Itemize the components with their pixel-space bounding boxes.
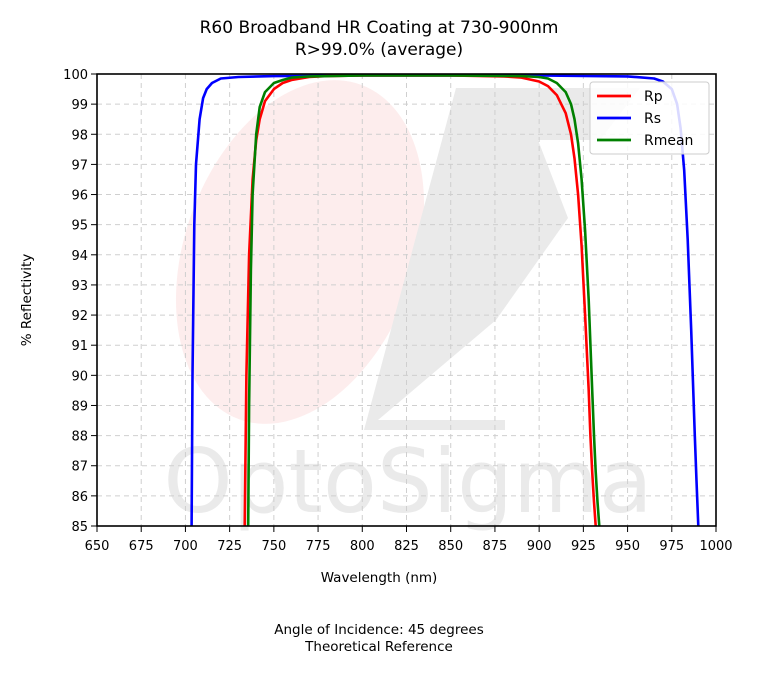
- x-tick-label: 775: [306, 539, 331, 554]
- footer-reference-note: Theoretical Reference: [305, 639, 453, 655]
- y-tick-label: 92: [71, 309, 88, 324]
- y-tick-label: 87: [71, 460, 88, 475]
- x-tick-label: 650: [85, 539, 110, 554]
- x-tick-label: 825: [394, 539, 419, 554]
- x-tick-label: 850: [438, 539, 463, 554]
- y-tick-label: 96: [71, 189, 88, 204]
- series-line-rmean: [246, 74, 601, 527]
- watermark-text: OptoSigma: [163, 430, 652, 533]
- y-tick-label: 97: [71, 158, 88, 173]
- y-tick-label: 98: [71, 128, 88, 143]
- series-lines: [190, 74, 700, 527]
- y-tick-label: 89: [71, 399, 88, 414]
- y-tick-label: 88: [71, 430, 88, 445]
- x-tick-label: 900: [527, 539, 552, 554]
- legend: Rp Rs Rmean: [589, 81, 710, 155]
- series-line-rs: [190, 74, 700, 527]
- y-tick-label: 99: [71, 98, 88, 113]
- x-tick-label: 750: [261, 539, 286, 554]
- x-axis-label: Wavelength (nm): [320, 570, 438, 586]
- legend-label-rs: Rs: [644, 111, 661, 127]
- y-tick-label: 93: [71, 279, 88, 294]
- chart-title: R60 Broadband HR Coating at 730-900nm: [199, 18, 559, 38]
- y-tick-label: 94: [71, 249, 88, 264]
- y-tick-label: 95: [71, 219, 88, 234]
- chart-subtitle: R>99.0% (average): [294, 40, 464, 60]
- x-axis: 650 675 700 725 750 775 800 825 850 875 900 925 950 9…: [85, 526, 733, 554]
- x-tick-label: 925: [571, 539, 596, 554]
- x-tick-label: 700: [173, 539, 198, 554]
- y-tick-label: 90: [71, 369, 88, 384]
- legend-label-rmean: Rmean: [644, 133, 693, 149]
- x-tick-label: 950: [615, 539, 640, 554]
- x-tick-label: 975: [659, 539, 684, 554]
- x-tick-label: 875: [483, 539, 508, 554]
- y-tick-label: 85: [71, 520, 88, 535]
- footer-angle-note: Angle of Incidence: 45 degrees: [274, 622, 484, 638]
- x-tick-label: 725: [217, 539, 242, 554]
- y-axis: 85 86 87 88 89 90 91 92 93 94 95 96 97 98 99 100: [63, 68, 97, 535]
- legend-box: [589, 81, 710, 155]
- y-tick-label: 100: [63, 68, 88, 83]
- x-tick-label: 800: [350, 539, 375, 554]
- y-axis-label: % Reflectivity: [19, 253, 35, 347]
- y-tick-label: 91: [71, 339, 88, 354]
- x-tick-label: 675: [129, 539, 154, 554]
- x-tick-label: 1000: [699, 539, 732, 554]
- legend-label-rp: Rp: [644, 89, 663, 105]
- y-tick-label: 86: [71, 490, 88, 505]
